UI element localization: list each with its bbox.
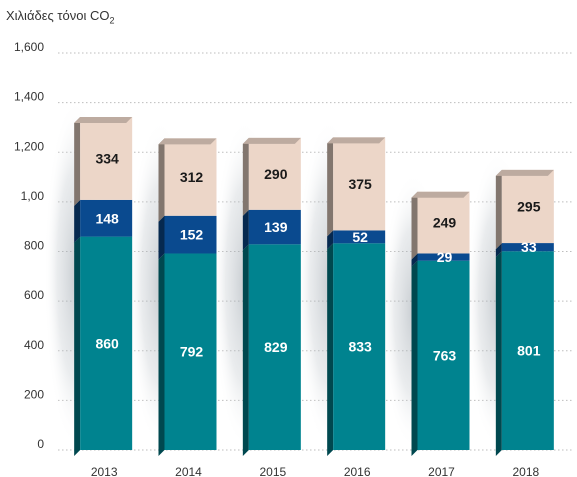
data-label: 249 bbox=[433, 215, 457, 231]
bar-segment bbox=[501, 251, 554, 450]
bar-segment bbox=[248, 244, 301, 450]
bar-side bbox=[74, 199, 81, 243]
bar-side bbox=[74, 236, 81, 456]
bar-segment bbox=[501, 243, 554, 252]
y-axis-title-subscript: 2 bbox=[109, 15, 115, 26]
data-label: 829 bbox=[264, 339, 288, 355]
data-label: 52 bbox=[352, 229, 368, 245]
x-tick-label: 2018 bbox=[512, 465, 539, 477]
bar-segment bbox=[80, 199, 133, 237]
bar-top bbox=[411, 191, 470, 198]
bar-segment bbox=[417, 191, 470, 254]
y-tick-label: 600 bbox=[24, 288, 44, 302]
bar-segment bbox=[417, 253, 470, 261]
bar-side bbox=[411, 191, 418, 260]
bar-side bbox=[495, 169, 502, 250]
bar-segment bbox=[333, 230, 386, 244]
bar-top bbox=[495, 169, 554, 176]
bar-side bbox=[74, 117, 81, 206]
y-tick-label: 200 bbox=[24, 387, 44, 401]
data-label: 334 bbox=[95, 150, 119, 166]
data-label: 290 bbox=[264, 166, 288, 182]
bars bbox=[74, 117, 554, 456]
data-label: 295 bbox=[517, 198, 541, 214]
x-tick-label: 2013 bbox=[91, 465, 118, 477]
y-tick-label: 800 bbox=[24, 239, 44, 253]
bar-side bbox=[327, 137, 334, 237]
y-tick-label: 400 bbox=[24, 338, 44, 352]
x-tick-label: 2017 bbox=[428, 465, 455, 477]
bar-side bbox=[242, 244, 249, 456]
bar-side bbox=[327, 243, 334, 456]
data-label: 763 bbox=[433, 347, 457, 363]
bar-segment bbox=[248, 137, 301, 210]
data-label: 312 bbox=[180, 169, 204, 185]
bar-top bbox=[327, 137, 386, 144]
bar-segment bbox=[164, 253, 217, 450]
data-label: 139 bbox=[264, 219, 288, 235]
x-axis-ticks: 2013 2014 2015 2016 2017 2018 bbox=[91, 465, 540, 477]
y-tick-label: 1,00 bbox=[21, 189, 45, 203]
bar-segment bbox=[164, 138, 217, 216]
bar-side bbox=[495, 251, 502, 456]
bar-side bbox=[242, 137, 249, 216]
data-labels: 860 148 334 792 152 312 829 139 290 833 52 375 763 29… bbox=[95, 150, 540, 363]
bar-side bbox=[327, 230, 334, 250]
data-label: 152 bbox=[180, 227, 204, 243]
data-label: 33 bbox=[521, 239, 537, 255]
y-axis-title: Χιλιάδες τόνοι CO2 bbox=[6, 8, 114, 26]
bar-top bbox=[158, 138, 217, 145]
bar-segment bbox=[333, 243, 386, 450]
bar-segment bbox=[333, 137, 386, 231]
y-tick-label: 1,400 bbox=[14, 90, 44, 104]
bar-top bbox=[242, 137, 301, 144]
bar-segment bbox=[501, 169, 554, 244]
data-label: 375 bbox=[348, 176, 372, 192]
data-label: 792 bbox=[180, 344, 204, 360]
data-label: 148 bbox=[95, 210, 119, 226]
data-label: 29 bbox=[437, 249, 453, 265]
y-tick-label: 1,600 bbox=[14, 40, 44, 54]
y-axis-ticks: 0 200 400 600 800 1,00 1,200 1,400 1,600 bbox=[14, 40, 44, 451]
data-label: 860 bbox=[95, 335, 119, 351]
bar-segment bbox=[80, 117, 133, 200]
bar-segment bbox=[248, 209, 301, 245]
bar-segment bbox=[80, 236, 133, 450]
bar-side bbox=[242, 209, 249, 251]
bar-side bbox=[411, 260, 418, 456]
bar-segment bbox=[417, 260, 470, 450]
x-tick-label: 2016 bbox=[344, 465, 371, 477]
bar-side bbox=[158, 138, 165, 222]
bar-side bbox=[495, 243, 502, 258]
bar-side bbox=[411, 253, 418, 267]
data-label: 833 bbox=[348, 339, 372, 355]
bar-side bbox=[158, 253, 165, 456]
data-label: 801 bbox=[517, 343, 541, 359]
x-tick-label: 2014 bbox=[175, 465, 202, 477]
y-tick-label: 0 bbox=[37, 437, 44, 451]
y-tick-label: 1,200 bbox=[14, 139, 44, 153]
bar-top bbox=[74, 117, 133, 124]
x-tick-label: 2015 bbox=[259, 465, 286, 477]
bar-side bbox=[158, 215, 165, 260]
y-axis-title-text: Χιλιάδες τόνοι CO bbox=[6, 8, 110, 23]
bar-segment bbox=[164, 215, 217, 254]
